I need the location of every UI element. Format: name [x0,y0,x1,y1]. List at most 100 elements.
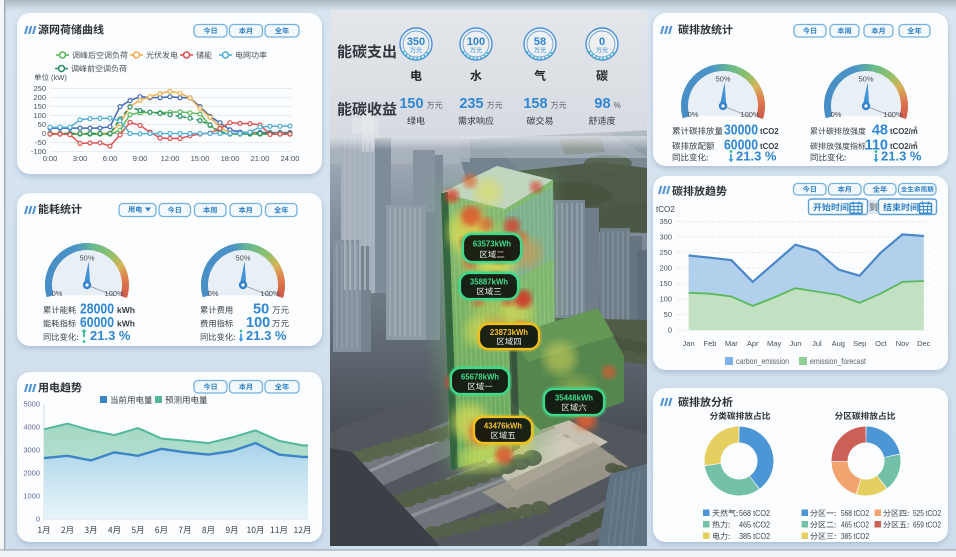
svg-text:568 tCO2: 568 tCO2 [841,508,869,518]
svg-text:21.3 %: 21.3 % [736,149,777,164]
svg-text:Jan: Jan [683,339,695,348]
svg-text:0:00: 0:00 [43,154,58,163]
svg-text:200: 200 [659,263,672,272]
svg-text:50%: 50% [858,75,873,84]
svg-text:100%: 100% [740,110,760,119]
svg-text:tCO2: tCO2 [760,142,779,151]
svg-text:385 tCO2: 385 tCO2 [841,531,869,541]
svg-text:28000: 28000 [80,302,114,318]
svg-text:250: 250 [33,84,46,93]
svg-text:-100: -100 [31,147,46,156]
svg-text:465 tCO2: 465 tCO2 [739,520,770,530]
svg-text:Jul: Jul [812,339,822,348]
svg-text:30000: 30000 [724,123,758,139]
svg-text:kWh: kWh [117,305,135,315]
svg-text:100: 100 [246,315,270,331]
svg-text:50: 50 [253,302,269,318]
svg-text:0: 0 [42,129,46,138]
svg-text:6:00: 6:00 [103,154,118,163]
svg-text:100%: 100% [104,289,124,298]
svg-text:9:00: 9:00 [133,154,148,163]
svg-text:350: 350 [659,217,672,226]
svg-text:2000: 2000 [23,469,40,478]
svg-text:carbon_emission: carbon_emission [736,356,789,366]
svg-text:5000: 5000 [23,400,40,409]
svg-text:98: 98 [594,96,610,112]
svg-text:568 tCO2: 568 tCO2 [739,508,770,518]
svg-text:tCO2: tCO2 [656,205,675,214]
svg-text:Aug: Aug [832,339,845,348]
svg-text:100%: 100% [260,289,280,298]
svg-text:158: 158 [523,96,547,112]
svg-text:65678kWh: 65678kWh [461,372,499,381]
svg-text:Sep: Sep [853,339,866,348]
svg-text:110: 110 [865,138,888,154]
svg-text:300: 300 [659,232,672,241]
svg-text:0%: 0% [52,289,63,298]
svg-text:tCO2/m: tCO2/m [890,127,918,136]
svg-text:60000: 60000 [80,315,114,331]
svg-text:150: 150 [33,102,46,111]
svg-text:350: 350 [407,36,425,48]
svg-text:Oct: Oct [875,339,888,348]
svg-text:0: 0 [668,326,672,335]
svg-text:Mar: Mar [725,339,738,348]
svg-text:35887kWh: 35887kWh [470,277,508,286]
svg-text:100: 100 [467,36,485,48]
svg-text:23873kWh: 23873kWh [490,328,528,337]
svg-text:0%: 0% [831,110,842,119]
svg-text:100: 100 [33,111,46,120]
svg-text:(kW): (kW) [51,73,67,82]
svg-text:18:00: 18:00 [221,154,240,163]
svg-text:kWh: kWh [117,319,135,329]
svg-text:60000: 60000 [724,138,758,154]
svg-text:15:00: 15:00 [191,154,210,163]
svg-text:235: 235 [459,96,483,112]
svg-text:150: 150 [659,279,672,288]
svg-text:21:00: 21:00 [251,154,270,163]
svg-text:%: % [614,101,621,110]
svg-text:12:00: 12:00 [161,154,180,163]
svg-text:24:00: 24:00 [281,154,300,163]
svg-text:50: 50 [38,120,46,129]
svg-text:2: 2 [914,127,917,133]
svg-text:48: 48 [872,123,888,139]
svg-text:Feb: Feb [704,339,717,348]
svg-text:50: 50 [664,310,672,319]
svg-text:21.3 %: 21.3 % [881,149,922,164]
svg-text:385 tCO2: 385 tCO2 [739,531,770,541]
svg-text:tCO2: tCO2 [760,127,779,136]
svg-text:50%: 50% [79,254,94,263]
svg-text:2: 2 [914,142,917,148]
svg-text:150: 150 [399,96,423,112]
svg-text:3:00: 3:00 [73,154,88,163]
svg-text:21.3 %: 21.3 % [246,328,287,343]
svg-text:100: 100 [659,295,672,304]
svg-text:43476kWh: 43476kWh [484,421,522,430]
svg-text:21.3 %: 21.3 % [90,328,131,343]
svg-text:emission_forecast: emission_forecast [810,356,867,366]
svg-text:0: 0 [599,36,605,48]
svg-text:63573kWh: 63573kWh [473,239,511,248]
svg-text:-50: -50 [35,138,46,147]
svg-text:35448kWh: 35448kWh [555,393,593,402]
svg-text:0%: 0% [688,110,699,119]
svg-text:tCO2/m: tCO2/m [890,142,918,151]
svg-text:Nov: Nov [896,339,910,348]
svg-text:50%: 50% [715,75,730,84]
svg-text:58: 58 [534,36,546,48]
svg-text:Jun: Jun [789,339,801,348]
svg-text:200: 200 [33,93,46,102]
svg-text:0: 0 [36,515,40,524]
svg-text:4000: 4000 [23,423,40,432]
svg-text:0%: 0% [208,289,219,298]
svg-text:May: May [767,339,781,348]
svg-text:465 tCO2: 465 tCO2 [841,520,869,530]
svg-text:525 tCO2: 525 tCO2 [913,508,941,518]
svg-text:Apr: Apr [747,339,759,348]
svg-text:100%: 100% [883,110,903,119]
svg-text:50%: 50% [235,254,250,263]
svg-text:3000: 3000 [23,446,40,455]
svg-text:659 tCO2: 659 tCO2 [913,520,941,530]
svg-text:250: 250 [659,248,672,257]
